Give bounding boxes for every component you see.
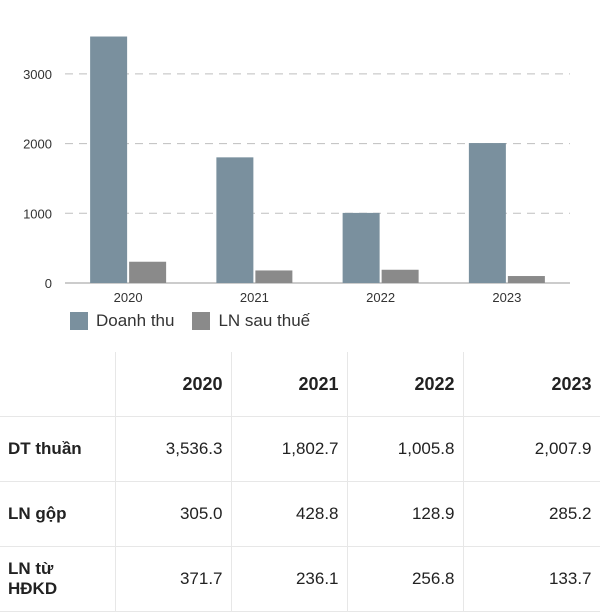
bar-revenue-2020	[90, 36, 128, 283]
row-label-dt-thuan: DT thuần	[0, 416, 116, 482]
y-tick-label: 1000	[23, 206, 52, 221]
legend-label-revenue: Doanh thu	[96, 311, 175, 330]
table-cell: 3,536.3	[114, 416, 232, 482]
legend-label-net-profit: LN sau thuế	[218, 311, 311, 330]
row-label-ln-hdkd: LN từ HĐKD	[0, 546, 116, 612]
table-cell: 236.1	[230, 546, 348, 612]
bar-net-profit-2023	[507, 276, 545, 283]
x-tick-label: 2022	[366, 290, 395, 305]
table-cell: 371.7	[114, 546, 232, 612]
table-header-2021: 2021	[230, 352, 348, 417]
x-tick-label: 2021	[240, 290, 269, 305]
bar-net-profit-2020	[129, 261, 167, 283]
table-cell: 285.2	[462, 481, 600, 547]
legend-item-revenue: Doanh thu	[70, 311, 174, 331]
table-header-2020: 2020	[114, 352, 232, 417]
bar-chart: 0 1000 2000 3000 2020 2021 2022 2023	[23, 36, 570, 305]
table-header-2022: 2022	[346, 352, 464, 417]
financial-table: 2020 2021 2022 2023 DT thuần 3,536.3 1,8…	[0, 352, 600, 612]
table-row: LN từ HĐKD 371.7 236.1 256.8 133.7	[0, 546, 600, 612]
table-cell: 305.0	[114, 481, 232, 547]
y-tick-label: 3000	[23, 67, 52, 82]
financial-table-container: 2020 2021 2022 2023 DT thuần 3,536.3 1,8…	[0, 352, 600, 612]
bar-revenue-2021	[216, 157, 254, 283]
table-cell: 133.7	[462, 546, 600, 612]
table-cell: 2,007.9	[462, 416, 600, 482]
table-cell: 256.8	[346, 546, 464, 612]
y-tick-label: 2000	[23, 137, 52, 152]
table-cell: 1,802.7	[230, 416, 348, 482]
table-header-corner	[0, 352, 116, 417]
table-row: DT thuần 3,536.3 1,802.7 1,005.8 2,007.9	[0, 416, 600, 482]
bar-net-profit-2022	[381, 269, 419, 283]
bar-revenue-2022	[342, 212, 380, 283]
legend-item-net-profit: LN sau thuế	[192, 311, 310, 331]
table-header-row: 2020 2021 2022 2023	[0, 352, 600, 417]
legend-swatch-revenue	[70, 312, 88, 330]
bar-revenue-2023	[468, 143, 506, 283]
x-tick-label: 2020	[114, 290, 143, 305]
table-cell: 128.9	[346, 481, 464, 547]
bar-net-profit-2021	[255, 270, 293, 283]
row-label-ln-gop: LN gộp	[0, 481, 116, 547]
table-cell: 1,005.8	[346, 416, 464, 482]
table-cell: 428.8	[230, 481, 348, 547]
table-header-2023: 2023	[462, 352, 600, 417]
chart-legend: Doanh thu LN sau thuế	[70, 308, 328, 334]
x-tick-label: 2023	[492, 290, 521, 305]
table-row: LN gộp 305.0 428.8 128.9 285.2	[0, 481, 600, 547]
y-tick-label: 0	[45, 276, 52, 291]
legend-swatch-net-profit	[192, 312, 211, 330]
